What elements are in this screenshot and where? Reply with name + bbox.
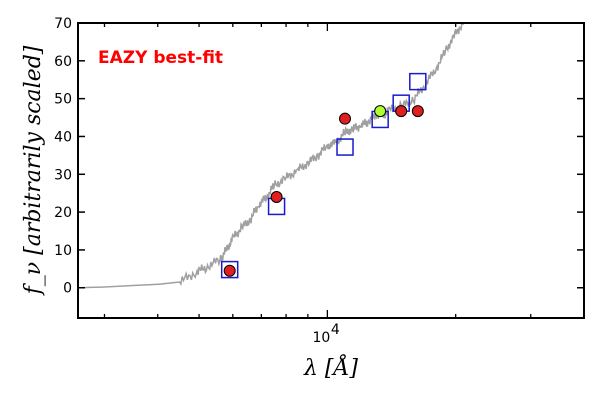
template-square-marker: [409, 72, 427, 91]
observed-point: [223, 264, 236, 277]
plot-frame: [77, 22, 585, 319]
x-tick-label: 10: [312, 330, 330, 346]
model-sed-line: [78, 23, 464, 289]
y-tick-label: 20: [54, 205, 72, 221]
observed-point: [395, 105, 408, 118]
y-tick-label: 50: [54, 92, 72, 108]
y-tick-label: 60: [54, 54, 72, 70]
y-tick-label: 10: [54, 243, 72, 259]
template-square-marker: [220, 260, 239, 279]
y-tick-label: 0: [63, 281, 72, 297]
annotation-text: EAZY best-fit: [98, 48, 223, 68]
y-tick-label: 30: [54, 167, 72, 183]
observed-point: [339, 112, 352, 125]
y-tick-label: 40: [54, 129, 72, 145]
x-tick-exponent: 4: [331, 322, 340, 338]
x-axis-title: λ [Å]: [303, 353, 358, 381]
template-square-marker: [336, 138, 354, 156]
highlighted-point: [374, 105, 387, 118]
y-tick-label: 70: [54, 16, 72, 32]
y-axis-title: f_ν [arbitrarily scaled]: [21, 45, 46, 296]
plot-area: [78, 23, 584, 318]
observed-point: [411, 105, 424, 118]
observed-point: [270, 190, 283, 203]
